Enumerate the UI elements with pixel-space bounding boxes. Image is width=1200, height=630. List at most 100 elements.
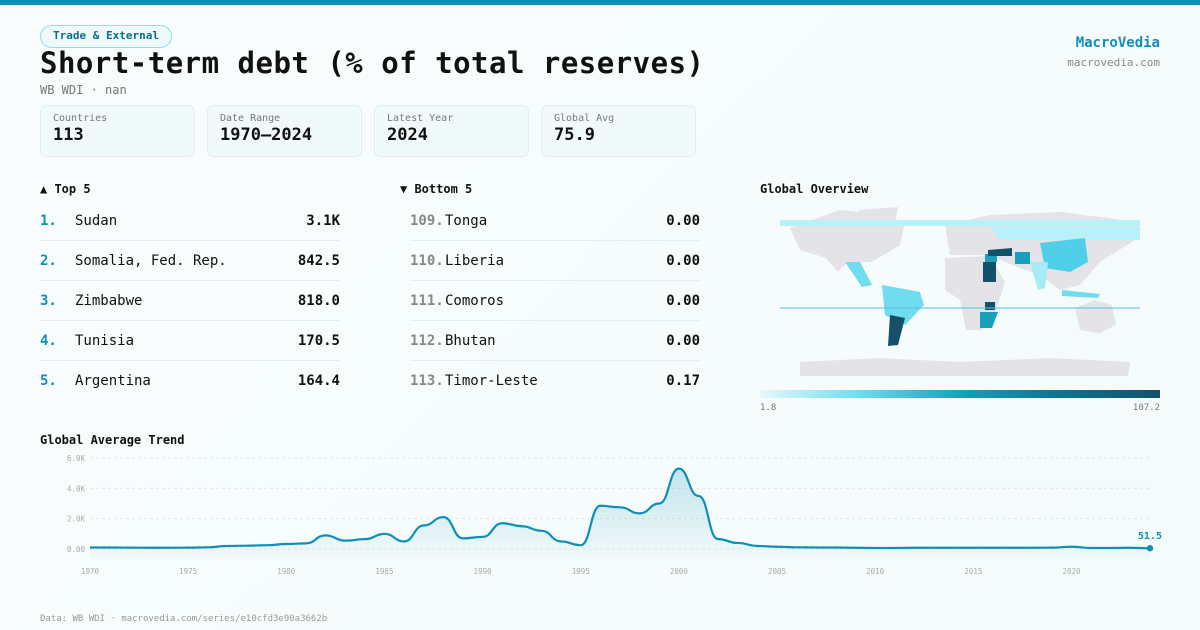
trend-chart[interactable]: 0.00 2.0K 4.0K 6.0K 1970 1975 1980 1985 1990 1995…: [0, 440, 1200, 590]
map-sudan: [983, 262, 996, 282]
y-tick-label: 2.0K: [67, 515, 86, 524]
x-tick-label: 2010: [866, 567, 885, 576]
country-value: 3.1K: [306, 212, 340, 229]
brand-logo[interactable]: MacroVedia: [1075, 35, 1160, 51]
stat-card-countries: Countries 113: [40, 105, 195, 157]
country-name: Comoros: [445, 292, 505, 309]
list-item[interactable]: 2. Somalia, Fed. Rep. 842.5: [40, 241, 340, 281]
list-item[interactable]: 1. Sudan 3.1K: [40, 201, 340, 241]
rank: 2.: [40, 252, 57, 269]
map-indonesia: [1062, 290, 1100, 298]
top5-heading: ▲ Top 5: [40, 182, 91, 196]
x-tick-label: 2000: [670, 567, 689, 576]
x-tick-label: 2005: [768, 567, 786, 576]
stat-card-latest-year: Latest Year 2024: [374, 105, 529, 157]
list-item[interactable]: 111. Comoros 0.00: [410, 281, 700, 321]
x-tick-label: 1995: [572, 567, 590, 576]
legend-max: 107.2: [1132, 403, 1160, 413]
country-name: Sudan: [75, 212, 118, 229]
country-value: 818.0: [297, 292, 340, 309]
map-turkey: [988, 248, 1012, 256]
top5-list: 1. Sudan 3.1K 2. Somalia, Fed. Rep. 842.5 3. Zi…: [40, 201, 340, 401]
bottom5-list: 109. Tonga 0.00 110. Liberia 0.00 111. Comoros 0…: [410, 201, 700, 401]
trend-area: [90, 468, 1150, 559]
country-value: 170.5: [297, 332, 340, 349]
map-australia: [1075, 300, 1116, 333]
list-item[interactable]: 112. Bhutan 0.00: [410, 321, 700, 361]
x-tick-label: 2020: [1062, 567, 1081, 576]
stat-card-global-avg: Global Avg 75.9: [541, 105, 696, 157]
list-item[interactable]: 110. Liberia 0.00: [410, 241, 700, 281]
last-value-label: 51.5: [1138, 531, 1162, 542]
trend-heading: Global Average Trend: [40, 433, 185, 447]
stat-label: Countries: [53, 113, 108, 124]
stat-card-date-range: Date Range 1970–2024: [207, 105, 362, 157]
country-value: 0.17: [666, 373, 700, 389]
rank: 109.: [410, 212, 444, 229]
map-mexico: [845, 262, 872, 287]
x-tick-label: 1975: [179, 567, 197, 576]
map-argentina: [888, 315, 905, 346]
map-russia: [990, 227, 1140, 240]
list-item[interactable]: 3. Zimbabwe 818.0: [40, 281, 340, 321]
top-accent-bar: [0, 0, 1200, 5]
country-name: Somalia, Fed. Rep.: [75, 252, 227, 269]
stat-label: Latest Year: [387, 113, 454, 124]
country-value: 0.00: [666, 212, 700, 229]
country-name: Liberia: [445, 252, 505, 269]
map-zimbabwe: [985, 302, 995, 310]
page-subtitle: WB WDI · nan: [40, 83, 127, 97]
footer-source: Data: WB WDI · macrovedia.com/series/e10…: [40, 614, 328, 624]
country-value: 0.00: [666, 252, 700, 269]
list-item[interactable]: 113. Timor-Leste 0.17: [410, 361, 700, 401]
x-tick-label: 1990: [474, 567, 493, 576]
list-item[interactable]: 109. Tonga 0.00: [410, 201, 700, 241]
x-tick-label: 1985: [375, 567, 393, 576]
rank: 112.: [410, 332, 444, 349]
map-india: [1030, 262, 1048, 290]
map-antarctica: [800, 358, 1130, 376]
map-arctic-band: [780, 220, 1140, 226]
rank: 4.: [40, 332, 57, 349]
country-name: Zimbabwe: [75, 292, 143, 309]
country-value: 0.00: [666, 292, 700, 309]
page-title: Short-term debt (% of total reserves): [40, 46, 705, 80]
rank: 113.: [410, 373, 444, 389]
last-point-marker: [1146, 545, 1154, 552]
country-name: Argentina: [75, 373, 151, 389]
world-map[interactable]: [0, 0, 1200, 420]
stat-value: 2024: [387, 125, 428, 145]
brand-url[interactable]: macrovedia.com: [1067, 56, 1160, 69]
x-tick-label: 2015: [964, 567, 982, 576]
bottom5-heading: ▼ Bottom 5: [400, 182, 473, 196]
x-tick-label: 1970: [81, 567, 100, 576]
list-item[interactable]: 4. Tunisia 170.5: [40, 321, 340, 361]
country-name: Tunisia: [75, 332, 135, 349]
map-brazil: [882, 285, 924, 325]
rank: 111.: [410, 292, 444, 309]
y-tick-label: 6.0K: [67, 454, 86, 463]
stat-value: 75.9: [554, 125, 595, 145]
country-value: 842.5: [297, 252, 340, 269]
country-value: 0.00: [666, 332, 700, 349]
map-iran: [1015, 252, 1030, 264]
list-item[interactable]: 5. Argentina 164.4: [40, 361, 340, 401]
country-name: Bhutan: [445, 332, 496, 349]
map-heading: Global Overview: [760, 182, 869, 196]
stat-label: Global Avg: [554, 113, 615, 124]
legend-min: 1.8: [760, 403, 777, 413]
country-name: Tonga: [445, 212, 488, 229]
rank: 110.: [410, 252, 444, 269]
y-tick-label: 0.00: [67, 545, 86, 554]
country-name: Timor-Leste: [445, 373, 538, 389]
category-badge: Trade & External: [40, 25, 172, 48]
trend-line: [90, 467, 1151, 550]
stat-label: Date Range: [220, 113, 281, 124]
rank: 3.: [40, 292, 57, 309]
map-china: [1040, 238, 1088, 272]
rank: 5.: [40, 373, 57, 389]
map-color-legend: [760, 390, 1160, 398]
stat-value: 113: [53, 125, 84, 145]
stat-value: 1970–2024: [220, 125, 313, 145]
rank: 1.: [40, 212, 57, 229]
